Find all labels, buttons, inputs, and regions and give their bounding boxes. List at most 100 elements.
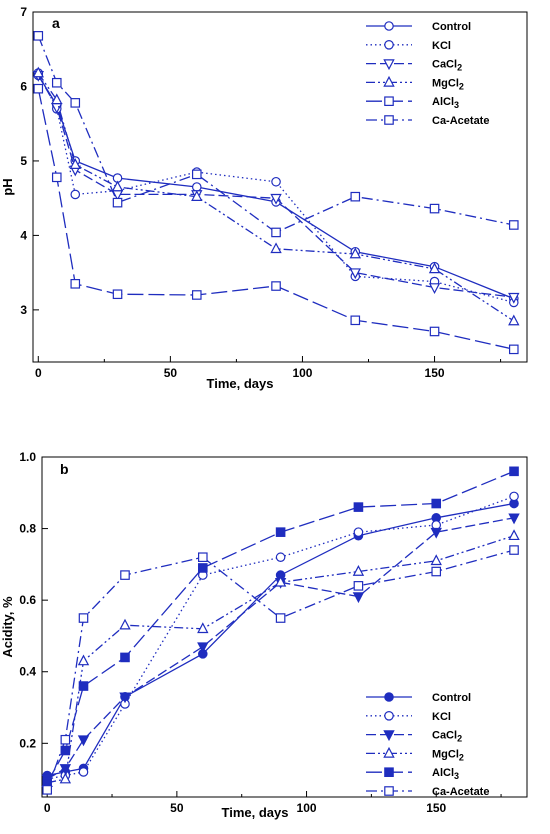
data-point bbox=[271, 176, 281, 187]
data-point bbox=[352, 565, 365, 576]
data-point bbox=[78, 767, 89, 777]
data-point bbox=[33, 83, 44, 94]
data-point bbox=[275, 613, 286, 623]
data-point bbox=[352, 592, 365, 604]
legend: Control KCl CaCl2 MgCl2 AlCl3 Ca-Acetate bbox=[366, 692, 489, 798]
x-tick-label: 50 bbox=[170, 801, 184, 815]
y-tick-label: 0.6 bbox=[19, 593, 36, 607]
series-ca-acetate bbox=[33, 31, 519, 238]
data-point bbox=[119, 618, 131, 630]
legend-marker bbox=[384, 39, 394, 50]
legend-label: MgCl2 bbox=[432, 748, 464, 762]
data-point bbox=[59, 772, 72, 784]
data-point bbox=[429, 326, 440, 337]
y-tick-label: 7 bbox=[20, 5, 27, 19]
legend-label: Ca-Acetate bbox=[432, 786, 489, 798]
data-point bbox=[120, 652, 130, 663]
data-point bbox=[270, 193, 282, 205]
data-point bbox=[508, 220, 519, 230]
data-point bbox=[275, 552, 286, 563]
series-line bbox=[37, 88, 514, 350]
data-point bbox=[509, 491, 519, 502]
chart-panel-b: 0 50 100 150 0.2 0.4 0.6 0.8 1.0 Time, days Acidit… bbox=[0, 450, 528, 820]
legend-label: KCl bbox=[432, 40, 451, 52]
data-point bbox=[429, 203, 440, 214]
legend-label: MgCl2 bbox=[432, 77, 464, 91]
data-point bbox=[111, 180, 124, 192]
data-point bbox=[51, 172, 62, 183]
series-mgcl2 bbox=[32, 66, 520, 326]
data-point bbox=[191, 169, 202, 180]
legend-marker bbox=[384, 767, 394, 777]
data-point bbox=[70, 98, 81, 108]
data-point bbox=[428, 283, 441, 295]
series-alcl3 bbox=[33, 83, 519, 355]
legend-label: Control bbox=[432, 692, 471, 704]
data-point bbox=[112, 197, 123, 208]
data-point bbox=[275, 527, 286, 537]
data-point bbox=[428, 262, 441, 274]
data-point bbox=[70, 189, 81, 200]
data-point bbox=[198, 552, 208, 563]
series-line bbox=[37, 74, 515, 300]
legend-marker bbox=[383, 730, 395, 742]
x-axis-title: Time, days bbox=[222, 805, 289, 820]
x-tick-label: 150 bbox=[426, 801, 446, 815]
legend-label: CaCl2 bbox=[432, 59, 462, 73]
data-point bbox=[51, 93, 63, 105]
y-tick-label: 0.8 bbox=[19, 522, 36, 536]
series-mgcl2 bbox=[41, 529, 520, 787]
data-point bbox=[112, 289, 123, 300]
data-point bbox=[508, 344, 519, 355]
data-point bbox=[78, 681, 89, 691]
y-tick-label: 4 bbox=[20, 228, 27, 242]
legend-marker bbox=[383, 746, 395, 758]
x-tick-label: 100 bbox=[292, 366, 312, 380]
data-point bbox=[191, 190, 203, 201]
panel-label: a bbox=[52, 15, 60, 31]
y-tick-label: 0.2 bbox=[19, 736, 36, 750]
data-point bbox=[198, 563, 208, 573]
data-point bbox=[353, 581, 364, 591]
x-axis-title: Time, days bbox=[207, 376, 274, 391]
data-point bbox=[78, 613, 89, 623]
data-point bbox=[197, 642, 209, 654]
data-point bbox=[70, 279, 81, 289]
legend-marker bbox=[384, 786, 394, 796]
data-point bbox=[270, 242, 282, 254]
legend: Control KCl CaCl2 MgCl2 AlCl3 Ca-Acetate bbox=[366, 21, 489, 127]
data-point bbox=[508, 513, 520, 525]
panel-label: b bbox=[60, 461, 69, 477]
y-tick-label: 5 bbox=[20, 154, 27, 168]
data-point bbox=[508, 292, 520, 304]
legend-marker bbox=[384, 96, 394, 106]
x-tick-label: 0 bbox=[44, 801, 51, 815]
legend-marker bbox=[384, 692, 394, 702]
legend-label: Control bbox=[432, 21, 471, 33]
data-point bbox=[69, 158, 81, 169]
legend-marker bbox=[384, 115, 394, 125]
data-point bbox=[509, 466, 519, 477]
data-point bbox=[274, 575, 287, 587]
data-point bbox=[431, 566, 442, 577]
x-tick-label: 0 bbox=[35, 366, 42, 380]
series-line bbox=[46, 517, 515, 780]
x-tick-label: 150 bbox=[425, 366, 445, 380]
x-tick-label: 50 bbox=[164, 366, 178, 380]
series-ca-acetate bbox=[42, 545, 519, 795]
y-tick-label: 6 bbox=[20, 79, 27, 93]
legend-marker bbox=[383, 59, 395, 71]
data-point bbox=[509, 545, 519, 555]
data-point bbox=[120, 570, 130, 580]
data-point bbox=[77, 654, 90, 666]
legend-marker bbox=[383, 75, 395, 87]
x-tick-label: 100 bbox=[297, 801, 317, 815]
data-point bbox=[271, 281, 281, 291]
legend-label: AlCl3 bbox=[432, 767, 459, 781]
data-point bbox=[431, 498, 442, 509]
series-line bbox=[37, 35, 514, 234]
data-point bbox=[60, 734, 71, 745]
data-point bbox=[349, 268, 361, 280]
